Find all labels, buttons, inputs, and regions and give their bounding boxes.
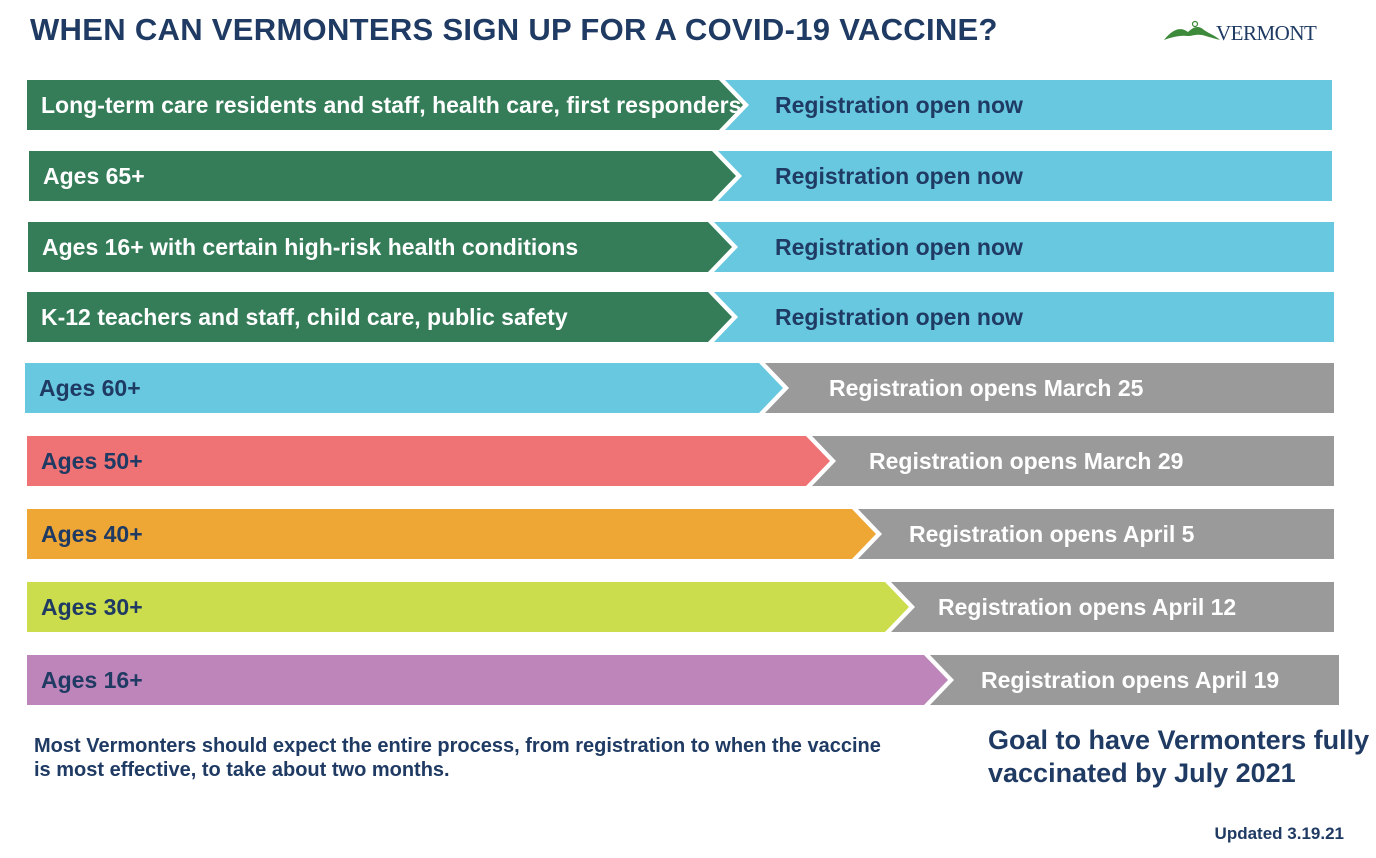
vermont-logo: VERMONT <box>1162 18 1337 48</box>
registration-status: Registration opens April 12 <box>891 582 1334 632</box>
registration-status: Registration opens April 19 <box>930 655 1339 705</box>
eligible-group: Ages 60+ <box>25 363 783 413</box>
registration-status: Registration open now <box>725 80 1332 130</box>
eligibility-row: Registration open now Ages 65+ <box>29 151 1332 201</box>
eligibility-row: Registration opens April 19 Ages 16+ <box>27 655 1339 705</box>
eligibility-row: Registration open now Long-term care resi… <box>27 80 1332 130</box>
eligible-group: Ages 40+ <box>27 509 876 559</box>
eligibility-row: Registration opens April 5 Ages 40+ <box>27 509 1334 559</box>
eligibility-row: Registration opens March 25 Ages 60+ <box>25 363 1334 413</box>
registration-status: Registration opens April 5 <box>858 509 1334 559</box>
registration-status: Registration open now <box>714 222 1334 272</box>
eligibility-row: Registration opens April 12 Ages 30+ <box>27 582 1334 632</box>
eligible-group: Ages 16+ <box>27 655 948 705</box>
vermont-logo-icon <box>1162 18 1222 49</box>
registration-status: Registration opens March 29 <box>812 436 1334 486</box>
eligible-group: Ages 30+ <box>27 582 909 632</box>
vaccination-goal: Goal to have Vermonters fully vaccinated… <box>988 725 1370 788</box>
eligible-group: Ages 16+ with certain high-risk health c… <box>28 222 732 272</box>
vermont-logo-text: VERMONT <box>1216 20 1317 45</box>
page-title: WHEN CAN VERMONTERS SIGN UP FOR A COVID-… <box>30 12 998 47</box>
eligible-group: Long-term care residents and staff, heal… <box>27 80 743 130</box>
process-footnote: Most Vermonters should expect the entire… <box>34 735 881 781</box>
eligible-group: Ages 65+ <box>29 151 736 201</box>
eligible-group: K-12 teachers and staff, child care, pub… <box>27 292 732 342</box>
eligibility-row: Registration opens March 29 Ages 50+ <box>27 436 1334 486</box>
registration-status: Registration opens March 25 <box>765 363 1334 413</box>
eligible-group: Ages 50+ <box>27 436 830 486</box>
registration-status: Registration open now <box>714 292 1334 342</box>
updated-date: Updated 3.19.21 <box>1214 824 1344 843</box>
eligibility-row: Registration open now K-12 teachers and s… <box>27 292 1334 342</box>
registration-status: Registration open now <box>718 151 1332 201</box>
eligibility-row: Registration open now Ages 16+ with certa… <box>28 222 1334 272</box>
